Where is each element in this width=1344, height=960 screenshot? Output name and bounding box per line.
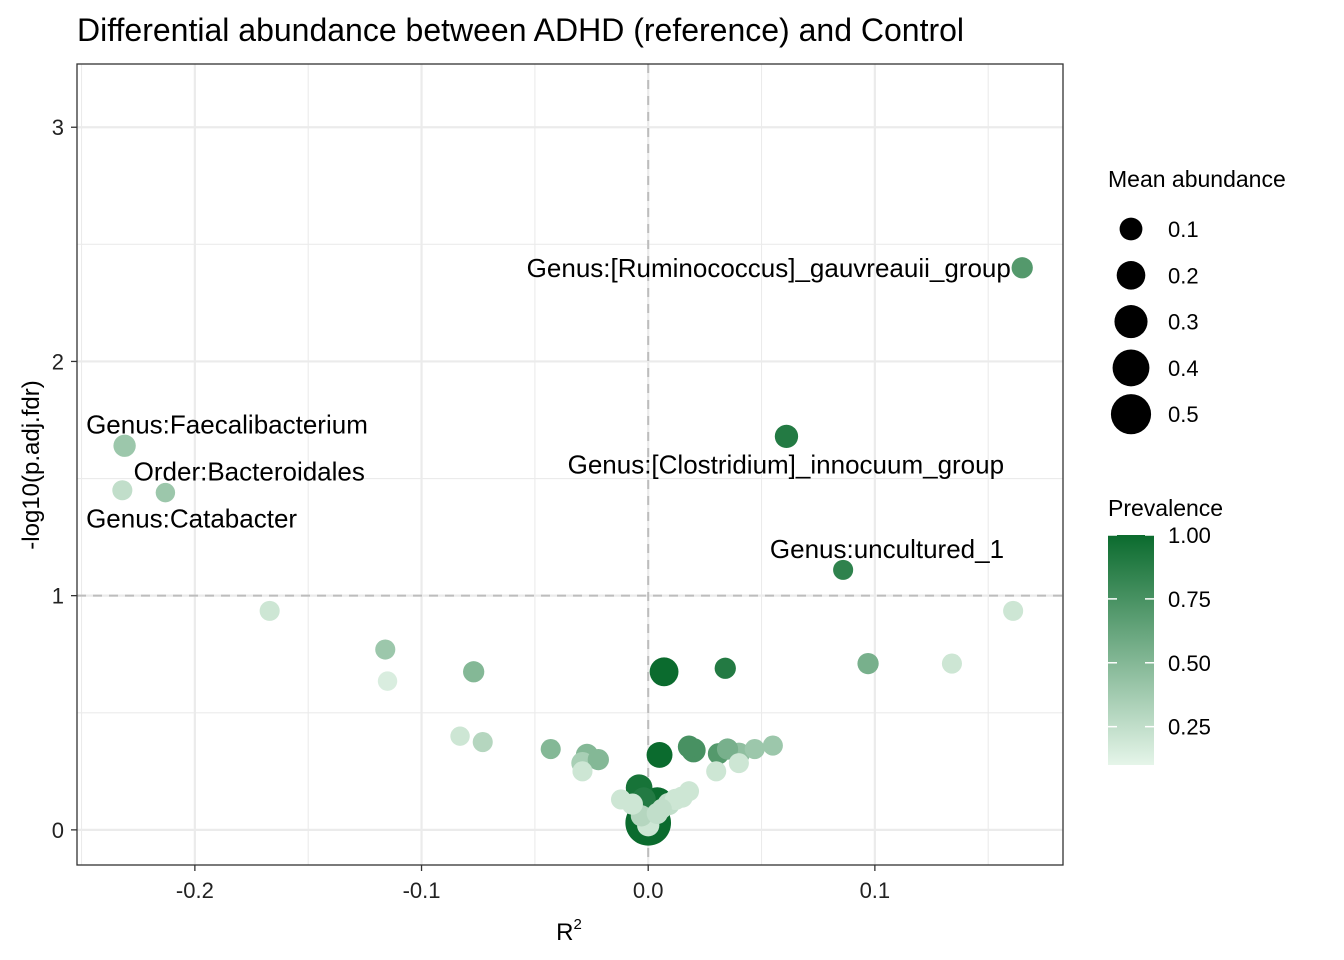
point-label: Genus:Faecalibacterium [86, 410, 368, 440]
point-label: Genus:Catabacter [86, 503, 297, 533]
y-axis-title: -log10(p.adj.fdr) [18, 380, 45, 549]
data-point [540, 739, 561, 760]
data-point [1003, 600, 1024, 621]
data-point [678, 781, 700, 802]
data-point [113, 434, 136, 457]
legend-size-key [1119, 217, 1143, 241]
data-point [649, 657, 679, 687]
point-label: Genus:[Ruminococcus]_gauvreauii_group [527, 253, 1011, 283]
data-point [716, 738, 739, 760]
data-point [651, 798, 672, 819]
plot-panel: Genus:[Ruminococcus]_gauvreauii_group Gen… [76, 63, 1064, 866]
legend-size-label: 0.2 [1168, 263, 1199, 288]
data-point [857, 652, 879, 675]
legend-title: Prevalence [1108, 495, 1223, 521]
data-points [112, 257, 1033, 846]
legend-size-key [1114, 305, 1148, 339]
legend-size-key [1110, 394, 1152, 435]
panel-background [77, 64, 1063, 865]
x-tick-label: 0.1 [860, 878, 891, 903]
panel-border [76, 63, 1064, 866]
reference-lines [77, 64, 1063, 865]
data-point [774, 424, 799, 449]
data-point [833, 559, 854, 580]
data-point [259, 600, 280, 621]
legend-size-label: 0.3 [1168, 310, 1199, 335]
data-point [941, 653, 962, 674]
y-tick-label: 0 [52, 818, 64, 843]
data-point [728, 753, 749, 774]
data-point [762, 735, 783, 756]
colorbar-label: 1.00 [1168, 523, 1211, 548]
data-point [463, 661, 485, 683]
data-point [646, 741, 673, 768]
colorbar-label: 0.25 [1168, 715, 1211, 740]
y-axis: 0 1 2 3 [52, 115, 77, 843]
legend-size-key [1116, 260, 1146, 290]
legend-size-label: 0.1 [1168, 217, 1199, 242]
y-tick-label: 1 [52, 584, 64, 609]
legend-title: Mean abundance [1108, 166, 1286, 192]
point-label: Genus:uncultured_1 [770, 534, 1004, 564]
grid-lines [77, 64, 1063, 865]
data-point [572, 761, 593, 782]
chart-title: Differential abundance between ADHD (ref… [77, 12, 964, 48]
x-axis-title-superscript: 2 [574, 916, 582, 933]
data-point [677, 735, 701, 758]
legend-size-key [1112, 349, 1150, 387]
data-point [706, 761, 727, 782]
data-point [587, 748, 609, 771]
legend-size-label: 0.5 [1168, 402, 1199, 427]
point-annotations: Genus:[Ruminococcus]_gauvreauii_group Gen… [86, 253, 1011, 564]
x-axis: -0.2 -0.1 0.0 0.1 [176, 865, 890, 903]
x-axis-title: R2 [556, 916, 582, 946]
x-tick-label: 0.0 [633, 878, 664, 903]
data-point [375, 639, 396, 660]
data-point [377, 671, 398, 691]
colorbar-label: 0.50 [1168, 651, 1211, 676]
x-tick-label: -0.2 [176, 878, 214, 903]
data-point [714, 657, 736, 679]
colorbar-label: 0.75 [1168, 587, 1211, 612]
x-tick-label: -0.1 [403, 878, 441, 903]
legend-size-label: 0.4 [1168, 356, 1199, 381]
point-label: Genus:[Clostridium]_innocuum_group [568, 450, 1004, 480]
data-point [112, 480, 133, 501]
data-point [155, 482, 176, 503]
data-point [744, 739, 765, 760]
data-point [472, 731, 493, 753]
x-axis-title-base: R [556, 919, 573, 946]
y-tick-label: 2 [52, 349, 64, 374]
y-tick-label: 3 [52, 115, 64, 140]
prevalence-colorbar [1108, 535, 1154, 765]
data-point [450, 726, 470, 746]
legend-prevalence: Prevalence 0.25 0.50 0.75 1.00 [1108, 495, 1223, 765]
point-label: Order:Bacteroidales [134, 457, 365, 487]
legend-mean-abundance: Mean abundance 0.1 0.2 0.3 0.4 0.5 [1108, 166, 1286, 435]
data-point [1011, 257, 1033, 279]
data-point [610, 789, 632, 810]
